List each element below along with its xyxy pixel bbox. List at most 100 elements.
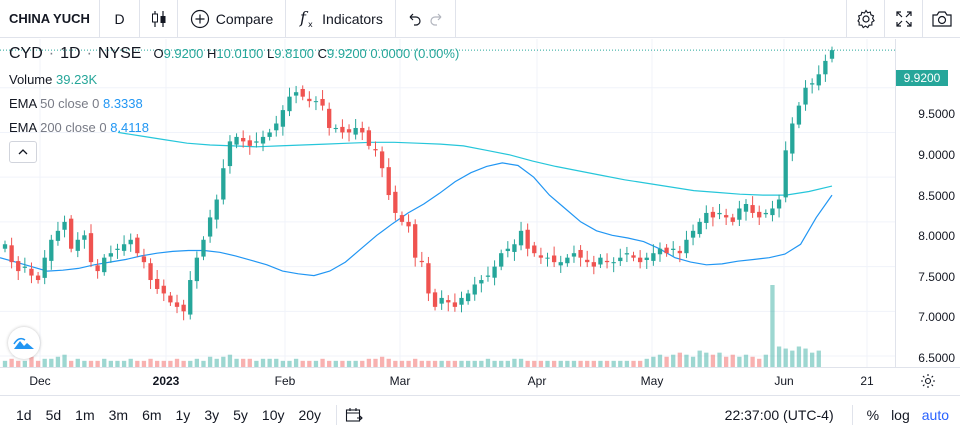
volume-bar [406, 360, 411, 367]
range-5y-button[interactable]: 5y [233, 407, 248, 423]
volume-bar [320, 358, 325, 367]
percent-toggle[interactable]: % [866, 407, 880, 423]
fullscreen-button[interactable] [884, 0, 922, 38]
volume-bar [439, 360, 444, 367]
range-10y-button[interactable]: 10y [261, 407, 285, 423]
candle-body [340, 126, 345, 133]
candle-body [717, 212, 722, 215]
price-chart[interactable] [0, 39, 895, 367]
collapse-legend-button[interactable] [9, 141, 37, 163]
volume-bar [128, 358, 133, 367]
tradingview-logo[interactable] [8, 327, 40, 359]
undo-icon[interactable] [406, 11, 422, 27]
volume-bar [340, 360, 345, 367]
candle-body [135, 237, 140, 254]
volume-bar [49, 358, 54, 367]
chart-type-button[interactable] [140, 0, 178, 38]
ema50-legend[interactable]: EMA 50 close 0 8.3338 [9, 96, 143, 111]
redo-icon[interactable] [429, 11, 445, 27]
volume-bar [121, 360, 127, 367]
candle-body [300, 88, 305, 97]
volume-legend[interactable]: Volume 39.23K [9, 72, 98, 87]
range-1m-button[interactable]: 1m [75, 407, 95, 423]
chevron-up-icon [17, 148, 29, 156]
volume-bar [426, 360, 431, 367]
candle-body [386, 167, 391, 196]
candle-body [55, 230, 61, 241]
volume-bar [148, 358, 153, 367]
volume-bar [69, 360, 74, 367]
volume-bar [42, 358, 47, 367]
candle-body [214, 199, 219, 220]
candle-body [585, 259, 590, 263]
candle-body [677, 250, 682, 254]
range-1d-button[interactable]: 1d [16, 407, 32, 423]
axis-settings-icon[interactable] [920, 373, 936, 389]
interval-button[interactable]: D [100, 0, 140, 38]
volume-bar [360, 360, 365, 367]
volume-bar [585, 360, 590, 367]
settings-button[interactable] [846, 0, 884, 38]
candle-body [260, 136, 266, 144]
candle-body [644, 257, 649, 260]
candles-icon [150, 9, 168, 29]
volume-bar [571, 360, 577, 367]
candle-body [611, 262, 616, 264]
symbol-search-button[interactable]: CHINA YUCH [0, 0, 100, 38]
candle-body [49, 239, 54, 261]
volume-bar [790, 350, 795, 367]
volume-bar [274, 358, 279, 367]
volume-bar [260, 358, 266, 367]
candle-body [757, 211, 762, 218]
candle-body [69, 218, 74, 249]
candle-body [803, 87, 808, 105]
volume-bar [161, 360, 166, 367]
candle-body [194, 257, 200, 282]
range-20y-button[interactable]: 20y [298, 407, 322, 423]
candle-body [776, 199, 782, 209]
candle-body [62, 221, 67, 230]
ema200-legend[interactable]: EMA 200 close 0 8.4118 [9, 120, 150, 135]
clock-time[interactable]: 22:37:00 (UTC-4) [724, 407, 834, 423]
chart-pane[interactable] [0, 39, 895, 367]
range-5d-button[interactable]: 5d [45, 407, 62, 423]
candle-body [492, 266, 497, 278]
volume-bar [346, 360, 352, 367]
auto-toggle[interactable]: auto [921, 407, 949, 423]
volume-bar [763, 354, 768, 367]
compare-button[interactable]: Compare [178, 0, 286, 38]
candle-body [479, 280, 484, 284]
range-6m-button[interactable]: 6m [142, 407, 162, 423]
candle-body [743, 204, 749, 212]
range-3y-button[interactable]: 3y [204, 407, 220, 423]
candle-body [684, 239, 689, 254]
volume-bar [399, 360, 405, 367]
volume-bar [776, 346, 782, 367]
legend-symbol[interactable]: CYD [9, 45, 43, 62]
go-to-date-icon[interactable] [345, 407, 363, 423]
indicators-label: Indicators [322, 10, 383, 27]
range-3m-button[interactable]: 3m [108, 407, 129, 423]
log-toggle[interactable]: log [891, 407, 910, 423]
candle-body [313, 101, 319, 103]
price-label: 6.5000 [918, 351, 955, 365]
volume-bar [545, 360, 550, 367]
volume-bar [22, 360, 27, 367]
chart-legend: CYD · 1D · NYSE O9.9200 H10.0100 L9.8100… [9, 45, 460, 62]
volume-bar [174, 358, 180, 367]
candle-body [730, 217, 735, 222]
candle-body [234, 136, 239, 145]
volume-bar [168, 360, 173, 367]
volume-bar [459, 360, 464, 367]
divider [336, 405, 338, 425]
volume-bar [750, 356, 755, 367]
price-axis[interactable]: 9.5000 9.0000 8.5000 8.0000 7.5000 7.000… [895, 39, 960, 367]
range-1y-button[interactable]: 1y [175, 407, 191, 423]
volume-bar [717, 352, 722, 367]
legend-ohlc: O9.9200 H10.0100 L9.8100 C9.9200 0.0000 … [153, 46, 460, 61]
snapshot-button[interactable] [922, 0, 960, 38]
time-axis[interactable]: Dec 2023 Feb Mar Apr May Jun 21 [0, 367, 960, 395]
volume-bar [624, 360, 630, 367]
candle-body [75, 239, 80, 251]
